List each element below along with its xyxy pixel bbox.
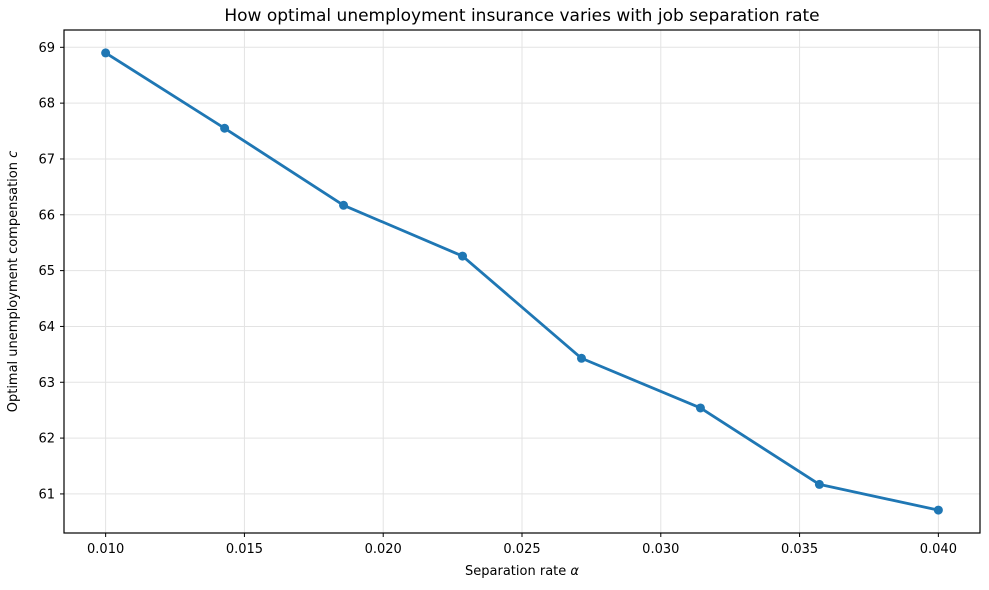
y-tick-label: 61 — [38, 487, 55, 502]
x-tick-label: 0.030 — [642, 542, 679, 557]
x-tick-label: 0.040 — [920, 542, 957, 557]
axis-tick-labels: 0.010 0.015 0.020 0.025 0.030 0.035 0.040 61 62 6… — [38, 41, 957, 557]
y-tick-label: 69 — [38, 41, 55, 56]
x-tick-label: 0.025 — [503, 542, 540, 557]
data-point-marker — [933, 505, 943, 515]
y-tick-label: 65 — [38, 264, 55, 279]
x-tick-label: 0.010 — [87, 542, 124, 557]
gridlines — [64, 30, 980, 533]
data-point-marker — [576, 353, 586, 363]
data-point-marker — [339, 200, 349, 210]
axis-ticks — [60, 46, 939, 537]
y-tick-label: 63 — [38, 376, 55, 391]
y-tick-label: 66 — [38, 208, 55, 223]
x-tick-label: 0.035 — [781, 542, 818, 557]
y-tick-label: 67 — [38, 152, 55, 167]
y-axis-label: Optimal unemployment compensation c — [6, 151, 21, 413]
data-series-layer — [101, 48, 943, 515]
data-point-marker — [814, 479, 824, 489]
data-point-marker — [101, 48, 111, 58]
y-tick-label: 68 — [38, 97, 55, 112]
chart-title: How optimal unemployment insurance varie… — [224, 6, 819, 26]
x-axis-label: Separation rate α — [465, 564, 579, 579]
data-point-marker — [695, 403, 705, 413]
data-point-marker — [458, 251, 468, 261]
y-tick-label: 64 — [38, 320, 55, 335]
y-tick-label: 62 — [38, 432, 55, 447]
x-tick-label: 0.015 — [226, 542, 263, 557]
data-line — [104, 51, 940, 512]
data-point-marker — [220, 123, 230, 133]
x-tick-label: 0.020 — [365, 542, 402, 557]
